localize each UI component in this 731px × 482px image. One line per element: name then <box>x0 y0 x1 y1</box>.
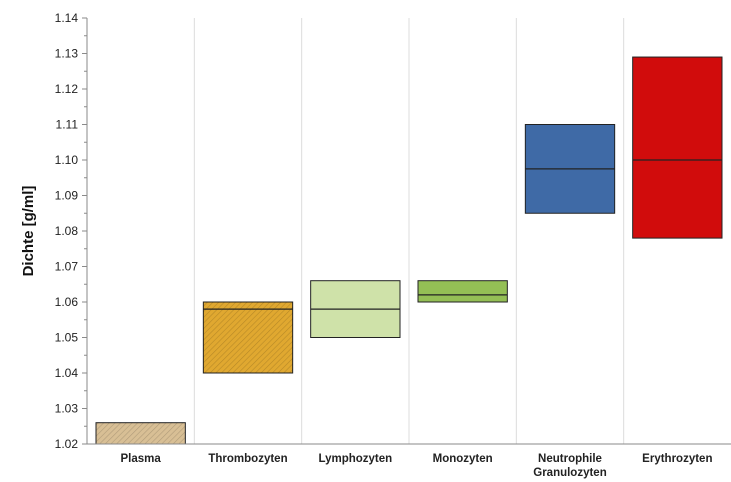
y-tick-label: 1.04 <box>55 366 79 380</box>
range-box-hatch <box>96 422 186 444</box>
x-category-label: Granulozyten <box>533 467 606 479</box>
y-axis-title: Dichte [g/ml] <box>20 186 37 277</box>
range-box-lymphozyten <box>310 280 401 339</box>
y-tick-label: 1.07 <box>55 260 79 274</box>
range-boxes <box>95 56 723 445</box>
range-box-fill <box>417 280 508 303</box>
range-box-fill <box>632 56 723 239</box>
x-category-label: Erythrozyten <box>642 453 712 465</box>
x-axis-categories: Plasma Thrombozyten Lymphozyten Monozyten Ne… <box>121 453 713 479</box>
x-category-label: Thrombozyten <box>208 453 287 465</box>
y-tick-label: 1.06 <box>55 295 79 309</box>
range-box-neutrophile-granulozyten <box>524 124 616 214</box>
x-category-label: Lymphozyten <box>318 453 392 465</box>
grid-lines <box>193 18 625 444</box>
range-box-plasma <box>95 422 186 445</box>
y-tick-label: 1.02 <box>55 437 79 451</box>
x-category-label: Monozyten <box>433 453 493 465</box>
y-tick-label: 1.03 <box>55 402 79 416</box>
y-tick-label: 1.09 <box>55 189 79 203</box>
y-axis-ticks: 1.02 1.03 1.04 1.05 1.06 1.07 1.08 1.09 1.10 1.11… <box>55 11 87 451</box>
range-box-hatch <box>203 302 293 373</box>
y-tick-label: 1.10 <box>55 153 79 167</box>
y-tick-label: 1.13 <box>55 47 79 61</box>
y-tick-label: 1.08 <box>55 224 79 238</box>
y-tick-label: 1.14 <box>55 11 79 25</box>
y-tick-label: 1.05 <box>55 331 79 345</box>
range-box-erythrozyten <box>632 56 723 239</box>
x-category-label: Neutrophile <box>538 453 602 465</box>
y-tick-label: 1.12 <box>55 82 79 96</box>
y-tick-label: 1.11 <box>56 118 79 132</box>
range-box-thrombozyten <box>202 301 294 374</box>
x-category-label: Plasma <box>121 453 162 465</box>
range-box-monozyten <box>417 280 508 303</box>
